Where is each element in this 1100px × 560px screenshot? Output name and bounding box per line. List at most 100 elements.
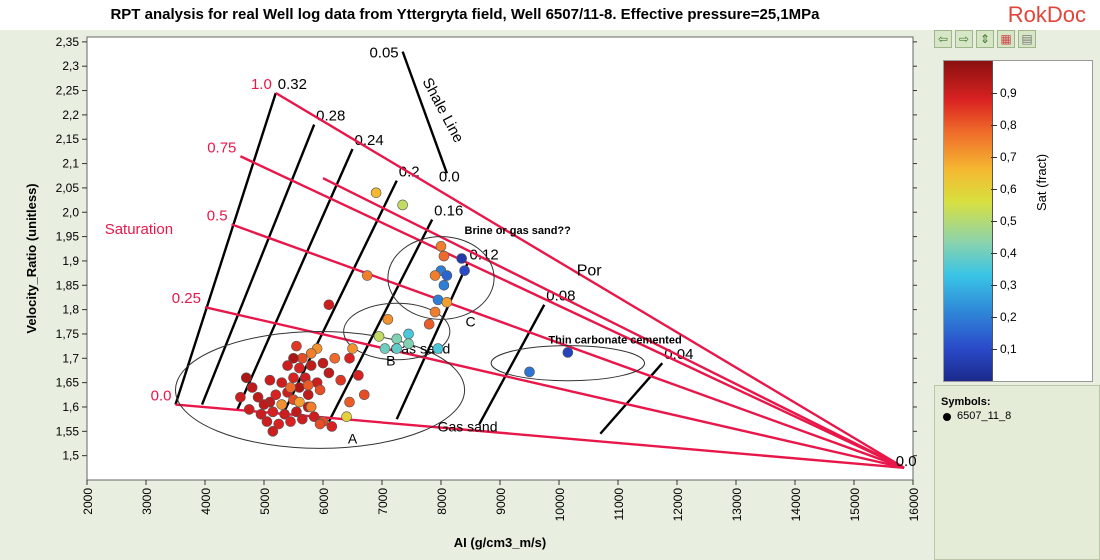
data-point: [291, 340, 302, 352]
data-point: [403, 338, 414, 349]
x-tick-label: 16000: [907, 488, 921, 522]
data-point: [341, 411, 352, 423]
palette-icon[interactable]: ▦: [997, 30, 1015, 48]
data-point: [326, 421, 338, 432]
x-axis-label: AI (g/cm3_m/s): [454, 535, 546, 550]
data-point: [264, 374, 276, 386]
data-point: [397, 199, 408, 211]
x-tick-label: 13000: [730, 488, 744, 522]
color-tick-label: 0,5: [1000, 214, 1017, 228]
y-tick-label: 1,55: [56, 424, 80, 438]
brand-logo: RokDoc: [930, 0, 1100, 30]
data-point: [294, 362, 305, 374]
y-tick-label: 1,95: [56, 230, 80, 244]
color-tick-label: 0,8: [1000, 118, 1017, 132]
symbols-legend: Symbols: 6507_11_8: [934, 385, 1100, 560]
annotation: B: [386, 353, 395, 369]
y-tick-label: 2,2: [62, 108, 79, 122]
porosity-label: 0.32: [278, 76, 307, 93]
x-tick-label: 2000: [81, 488, 95, 515]
color-tick-label: 0,3: [1000, 278, 1017, 292]
saturation-label: 0.25: [172, 290, 201, 307]
legend-title: Symbols:: [941, 396, 991, 408]
porosity-label: 0.12: [470, 246, 499, 263]
data-point: [441, 297, 453, 308]
data-point: [279, 408, 290, 420]
arrow-updown-icon[interactable]: ⇕: [976, 30, 994, 48]
data-point: [241, 372, 252, 384]
y-tick-label: 2,35: [56, 35, 80, 49]
annotation: Thin carbonate cemented: [548, 335, 681, 347]
data-point: [252, 391, 264, 403]
x-tick-label: 5000: [258, 488, 272, 515]
color-tick-label: 0,4: [1000, 246, 1017, 260]
color-tick-label: 0,1: [1000, 342, 1017, 356]
porosity-line: [174, 92, 277, 405]
data-point: [294, 396, 305, 408]
data-point: [255, 408, 267, 420]
data-point: [285, 382, 296, 393]
data-point: [308, 411, 320, 423]
color-tick-label: 0,6: [1000, 182, 1017, 196]
x-tick-label: 15000: [848, 488, 862, 522]
data-point: [323, 299, 335, 311]
color-tick: [991, 189, 997, 190]
color-tick: [991, 157, 997, 158]
grid-icon[interactable]: ▤: [1018, 30, 1036, 48]
data-point: [291, 406, 302, 418]
zone-ellipse: [387, 236, 495, 320]
x-tick-label: 3000: [140, 488, 154, 515]
data-point: [270, 389, 282, 401]
y-tick-label: 1,5: [62, 449, 79, 463]
saturation-label: 0.5: [207, 207, 228, 224]
annotation: A: [348, 430, 358, 446]
data-point: [302, 379, 314, 391]
color-gradient: [944, 61, 993, 381]
data-point: [282, 360, 293, 371]
data-point: [373, 331, 385, 342]
y-tick-label: 1,85: [56, 278, 80, 292]
color-tick: [991, 285, 997, 286]
brand-text: RokDoc: [1007, 2, 1086, 27]
data-point: [305, 360, 317, 371]
data-point: [423, 318, 435, 330]
data-point: [297, 352, 308, 364]
data-point: [258, 399, 270, 410]
data-point: [429, 306, 441, 318]
data-point: [305, 348, 317, 359]
y-axis-label: Velocity_Ratio (unitless): [24, 183, 39, 333]
porosity-line: [327, 219, 434, 423]
annotation: Brine or gas sand??: [465, 225, 572, 237]
data-point: [267, 406, 279, 418]
data-point: [459, 265, 470, 276]
chart-toolbar: ⇦ ⇨ ⇕ ▦ ▤: [934, 30, 1039, 50]
x-tick-label: 14000: [789, 488, 803, 522]
data-point: [267, 426, 279, 437]
data-point: [302, 389, 314, 401]
y-tick-label: 1,65: [56, 376, 80, 390]
y-tick-label: 2,05: [56, 181, 80, 195]
y-tick-label: 1,6: [62, 400, 79, 414]
y-tick-label: 2,0: [62, 205, 79, 219]
data-point: [317, 357, 329, 369]
y-tick-label: 1,75: [56, 327, 80, 341]
porosity-line: [200, 124, 316, 405]
y-tick-label: 2,3: [62, 59, 79, 73]
saturation-label: 0.0: [151, 388, 172, 405]
porosity-line: [478, 304, 546, 425]
saturation-label: 1.0: [251, 76, 272, 93]
arrow-left-icon[interactable]: ⇦: [934, 30, 952, 48]
data-point: [403, 328, 414, 340]
y-tick-label: 1,7: [62, 351, 79, 365]
x-tick-label: 9000: [494, 488, 508, 515]
color-scale: 0,1 0,2 0,3 0,4 0,5 0,6 0,7 0,8 0,9 Sat (fract): [943, 60, 1093, 382]
saturation-line: [275, 91, 905, 469]
x-tick-label: 11000: [612, 488, 626, 521]
zone-ellipse: [174, 331, 466, 449]
arrow-right-icon[interactable]: ⇨: [955, 30, 973, 48]
data-point: [344, 396, 355, 408]
saturation-line: [239, 155, 905, 469]
y-tick-label: 2,15: [56, 132, 80, 146]
y-tick-label: 2,25: [56, 84, 80, 98]
data-point: [361, 270, 373, 281]
